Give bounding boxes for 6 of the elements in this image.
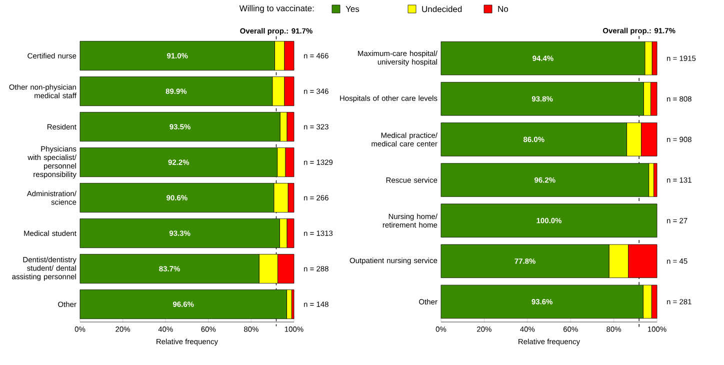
legend-label: No (498, 6, 508, 12)
bar (291, 290, 294, 320)
legend-label: Yes (346, 6, 360, 12)
bar (440, 204, 658, 238)
legend-label: Undecided (422, 6, 462, 12)
legend-title: Willing to vaccinate: (239, 5, 314, 13)
